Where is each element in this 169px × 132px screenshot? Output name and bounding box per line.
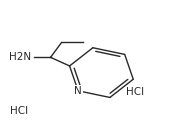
Text: HCl: HCl — [10, 106, 29, 116]
Text: H2N: H2N — [9, 52, 32, 62]
Text: N: N — [74, 86, 82, 96]
Text: HCl: HCl — [126, 87, 144, 97]
